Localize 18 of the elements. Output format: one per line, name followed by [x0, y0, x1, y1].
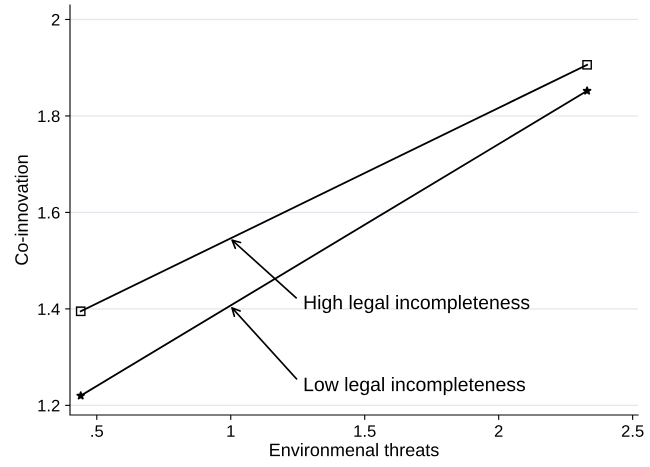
point: [582, 86, 592, 95]
x-tick-label: 1.5: [354, 425, 376, 437]
point: [76, 390, 86, 400]
point: [76, 306, 86, 316]
x-tick-label: 1: [227, 425, 235, 437]
x-tick-label: .5: [91, 425, 104, 437]
annotation: Low legal incompleteness: [304, 376, 526, 396]
y-tick-label: 1.6: [38, 206, 60, 219]
annotation: High legal incompleteness: [304, 294, 530, 314]
y-tick-label: 2: [52, 14, 60, 26]
x-axis-title: Environmenal threats: [270, 443, 439, 456]
y-tick-label: 1.4: [38, 303, 60, 315]
y-tick-label: 1.2: [38, 400, 60, 412]
x-tick-label: 2: [494, 425, 502, 437]
point: [582, 60, 592, 70]
y-tick-label: 1.8: [38, 110, 60, 122]
x-tick-label: 2.5: [622, 425, 644, 437]
y-axis-title: Co-innovation: [14, 155, 28, 265]
